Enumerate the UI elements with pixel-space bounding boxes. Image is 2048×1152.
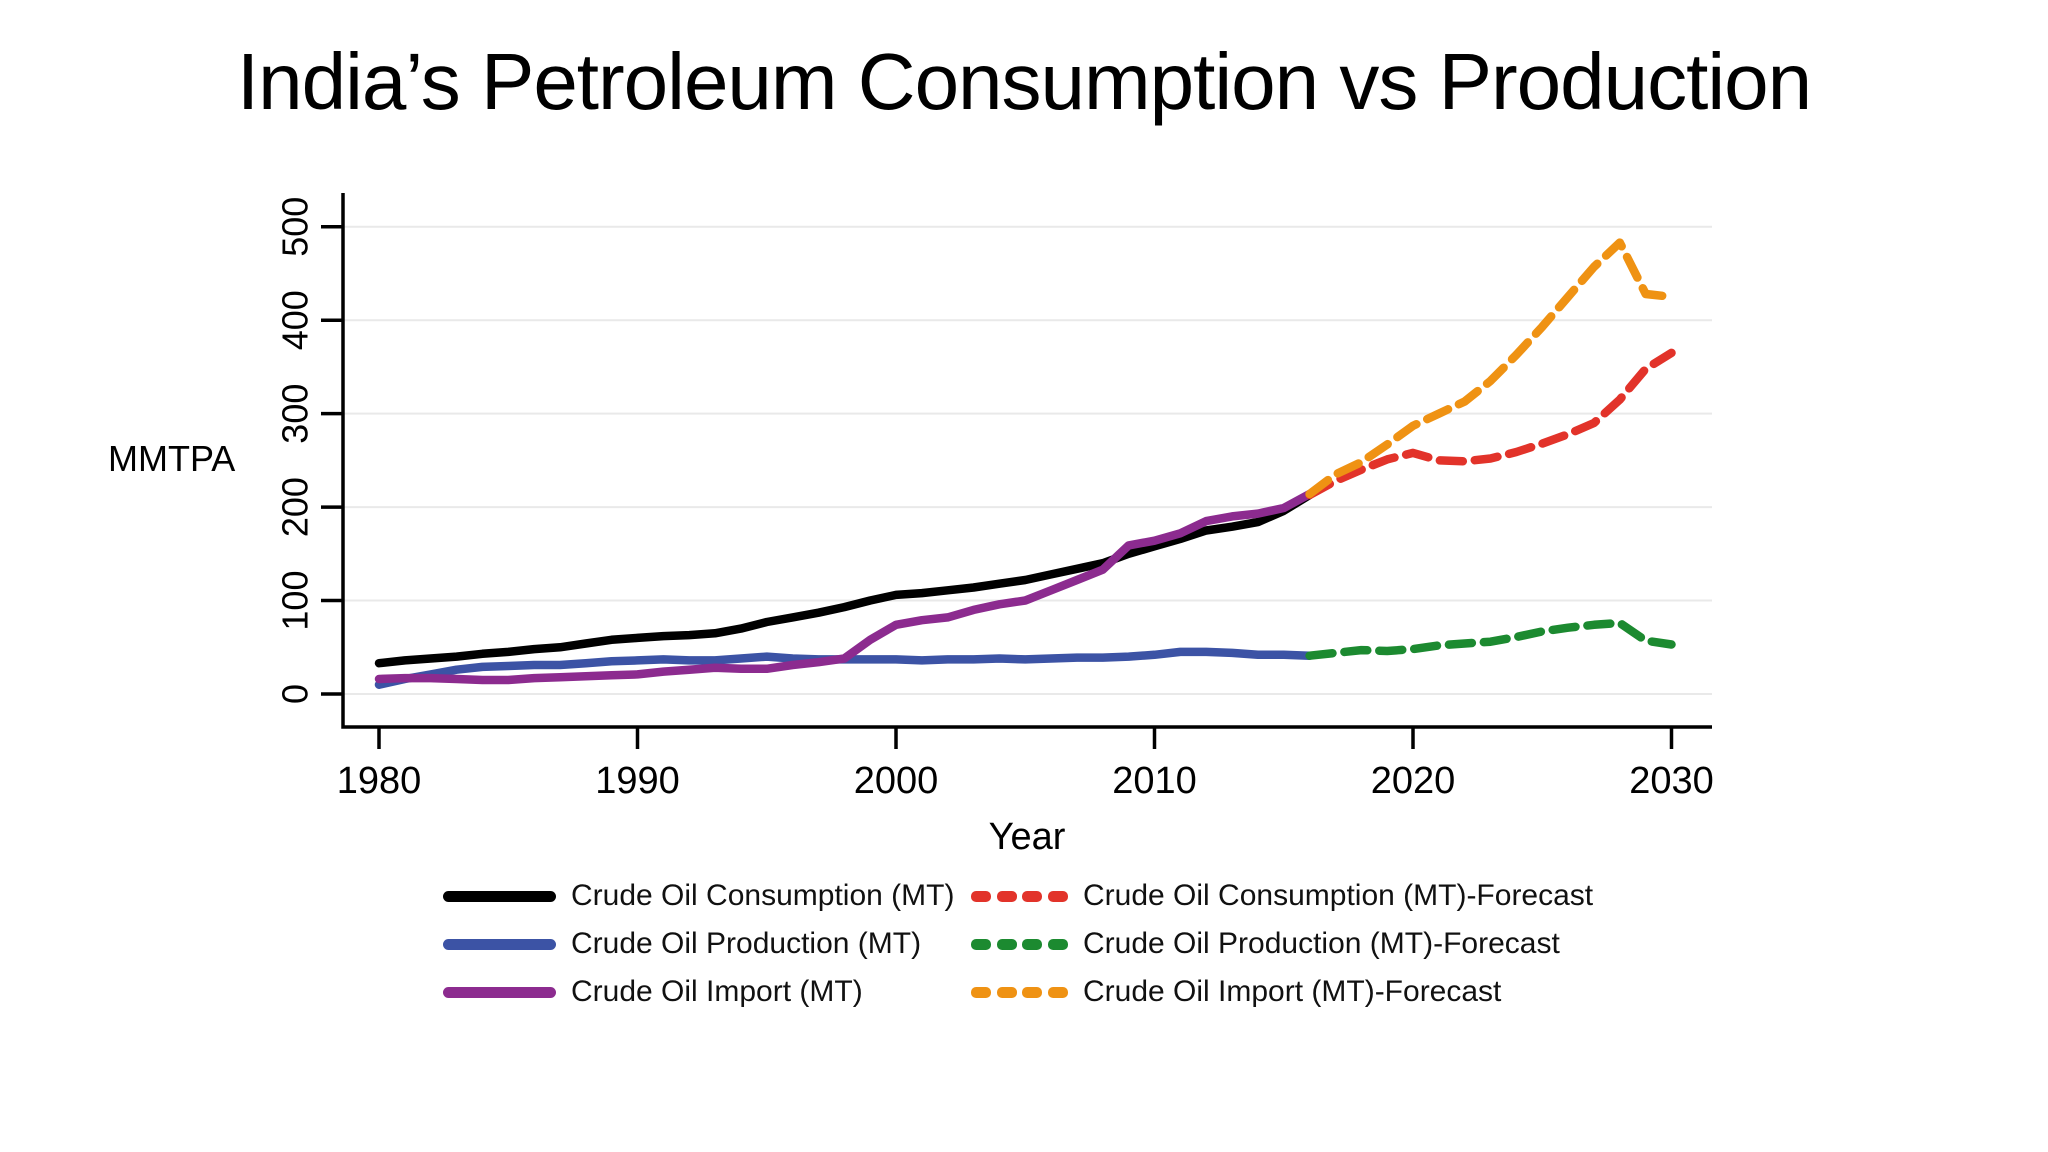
legend-swatch-crude-oil-consumption-mt-forecast bbox=[971, 890, 1068, 902]
legend-row: Crude Oil Consumption (MT) Crude Oil Cons… bbox=[443, 872, 1593, 920]
legend-row: Crude Oil Production (MT) Crude Oil Produ… bbox=[443, 920, 1593, 968]
legend-row: Crude Oil Import (MT) Crude Oil Import (M… bbox=[443, 968, 1593, 1016]
legend-label: Crude Oil Import (MT)-Forecast bbox=[1083, 975, 1502, 1008]
series-line-crude-oil-import-mt bbox=[374, 489, 1314, 685]
x-axis-label: Year bbox=[988, 816, 1066, 858]
legend-swatch-crude-oil-import-mt bbox=[443, 986, 556, 998]
legend-swatch-crude-oil-production-mt-forecast bbox=[971, 938, 1068, 950]
legend-label: Crude Oil Import (MT) bbox=[571, 975, 863, 1008]
y-tick-label: 300 bbox=[275, 384, 316, 444]
x-tick-label: 1990 bbox=[595, 760, 680, 802]
chart-title: India’s Petroleum Consumption vs Product… bbox=[236, 37, 1812, 126]
axes bbox=[341, 193, 1712, 729]
legend-swatch-crude-oil-production-mt bbox=[443, 938, 556, 950]
legend-swatch-crude-oil-consumption-mt bbox=[443, 890, 556, 902]
y-tick-label: 500 bbox=[275, 197, 316, 257]
x-tick-label: 2020 bbox=[1371, 760, 1456, 802]
legend-label: Crude Oil Production (MT)-Forecast bbox=[1083, 927, 1560, 960]
y-tick-label: 200 bbox=[275, 477, 316, 537]
y-tick-label: 0 bbox=[275, 684, 316, 704]
series-line-crude-oil-consumption-mt-forecast bbox=[1305, 348, 1676, 500]
x-tick-label: 2030 bbox=[1629, 760, 1714, 802]
chart-legend: Crude Oil Consumption (MT) Crude Oil Cons… bbox=[443, 872, 1593, 1016]
legend-swatch-crude-oil-import-mt-forecast bbox=[971, 986, 1068, 998]
legend-label: Crude Oil Consumption (MT) bbox=[571, 879, 955, 912]
series-line-crude-oil-consumption-mt bbox=[374, 490, 1314, 668]
legend-label: Crude Oil Production (MT) bbox=[571, 927, 922, 960]
series-line-crude-oil-production-mt-forecast bbox=[1305, 618, 1676, 660]
legend-label: Crude Oil Consumption (MT)-Forecast bbox=[1083, 879, 1594, 912]
y-tick-label: 100 bbox=[275, 571, 316, 631]
x-tick-label: 2000 bbox=[854, 760, 939, 802]
y-axis-label: MMTPA bbox=[108, 438, 236, 479]
x-tick-label: 2010 bbox=[1112, 760, 1197, 802]
y-tick-label: 400 bbox=[275, 290, 316, 350]
series-line-crude-oil-import-mt-forecast bbox=[1305, 238, 1676, 499]
x-tick-label: 1980 bbox=[337, 760, 422, 802]
